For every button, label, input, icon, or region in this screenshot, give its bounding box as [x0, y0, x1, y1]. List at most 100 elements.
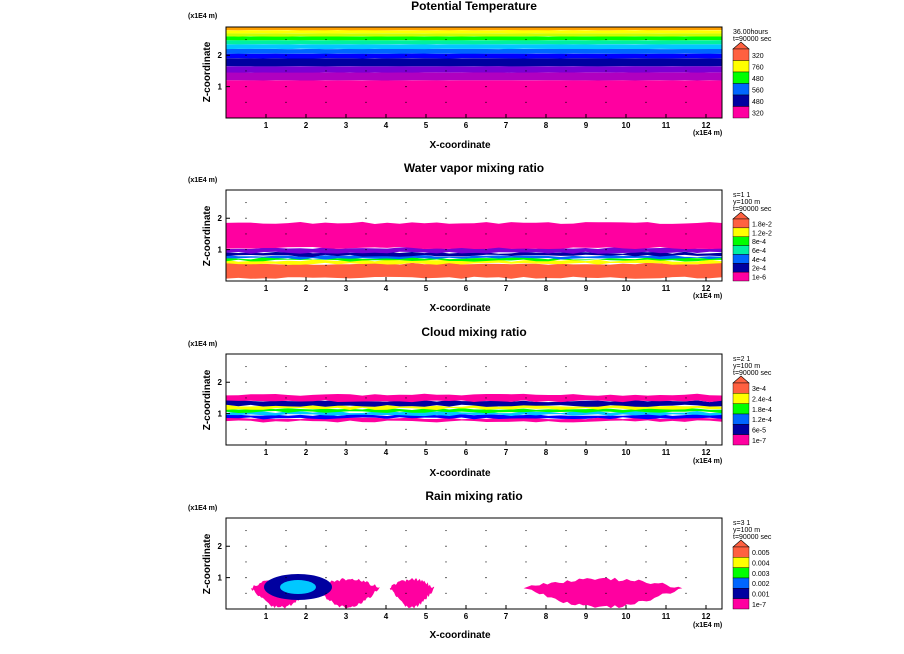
x-tick-label: 9	[584, 612, 589, 621]
x-tick-label: 4	[384, 284, 389, 293]
grid-dot	[645, 577, 647, 579]
grid-dot	[285, 264, 287, 266]
field-band	[226, 417, 722, 423]
grid-dot	[645, 561, 647, 563]
grid-dot	[645, 217, 647, 219]
grid-dot	[565, 201, 567, 204]
colorbar-swatch	[732, 546, 750, 558]
grid-dot	[405, 577, 407, 579]
grid-dot	[685, 545, 687, 547]
grid-dot	[245, 529, 247, 532]
grid-dot	[245, 101, 247, 103]
grid-dot	[525, 545, 527, 547]
field-layers	[226, 221, 722, 279]
grid-dot	[245, 545, 247, 547]
grid-dot	[525, 233, 527, 235]
colorbar-label: 760	[752, 64, 764, 71]
annotation: s=3 1y=100 mt=90000 sec	[733, 520, 772, 541]
grid-dot	[645, 381, 647, 383]
annotation-line: s=1 1	[733, 192, 750, 199]
field-layers	[250, 574, 683, 609]
x-tick-label: 4	[384, 448, 389, 457]
grid-dot	[525, 577, 527, 579]
annotation-line: s=2 1	[733, 356, 750, 363]
grid-dot	[525, 217, 527, 219]
grid-dot	[485, 545, 487, 547]
grid-dot	[285, 101, 287, 103]
colorbar-label: 1.2e-4	[752, 417, 772, 424]
colorbar-arrow	[732, 539, 750, 548]
grid-dot	[525, 365, 527, 368]
grid-dot	[285, 217, 287, 219]
x-tick-label: 11	[662, 448, 671, 457]
grid-dot	[445, 365, 447, 368]
grid-dot	[685, 264, 687, 266]
grid-dot	[565, 38, 567, 41]
x-tick-label: 6	[464, 121, 469, 130]
colorbar-label: 320	[752, 110, 764, 117]
panel-cloud-mixing-ratio: Cloud mixing ratio (x1E4 m) 1 2 3 4 5 6 7 8 9 10 1…	[188, 325, 772, 479]
y-tick-label: 2	[218, 542, 223, 551]
x-axis-label: X-coordinate	[429, 468, 491, 479]
grid-dot	[565, 561, 567, 563]
x-tick-label: 8	[544, 448, 549, 457]
grid-dot	[405, 101, 407, 103]
x-tick-label: 2	[304, 612, 309, 621]
grid-dot	[445, 233, 447, 235]
plot-frame	[225, 517, 723, 610]
grid-dot	[605, 86, 607, 88]
grid-dot	[605, 217, 607, 219]
grid-dot	[565, 397, 567, 399]
x-tick-label: 8	[544, 121, 549, 130]
grid-dot	[245, 397, 247, 399]
y-axis-label: Z-coordinate	[202, 205, 213, 266]
colorbar-swatch	[732, 71, 750, 84]
grid-dot	[365, 561, 367, 563]
colorbar-swatch	[732, 263, 750, 273]
x-tick-label: 6	[464, 612, 469, 621]
x-tick-label: 7	[504, 612, 509, 621]
x-tick-label: 11	[662, 284, 671, 293]
grid-dot	[605, 70, 607, 72]
grid-dot	[485, 365, 487, 368]
grid-dot	[685, 428, 687, 430]
grid-dot	[245, 577, 247, 579]
grid-dot	[645, 249, 647, 251]
colorbar-swatch	[732, 106, 750, 119]
grid-dot	[685, 54, 687, 56]
x-tick-label: 10	[622, 121, 631, 130]
x-axis-label: X-coordinate	[429, 303, 491, 314]
grid-dot	[525, 592, 527, 594]
colorbar-label: 2e-4	[752, 266, 766, 273]
x-unit-label: (x1E4 m)	[693, 458, 722, 465]
y-axis-label: Z-coordinate	[202, 369, 213, 430]
grid-dot	[525, 428, 527, 430]
grid-dot	[325, 38, 327, 41]
grid-dot	[645, 101, 647, 103]
grid-dot	[525, 101, 527, 103]
x-tick-label: 11	[662, 612, 671, 621]
grid-dot	[285, 249, 287, 251]
grid-dot	[405, 365, 407, 368]
x-unit-label: (x1E4 m)	[693, 130, 722, 137]
colorbar-swatch	[732, 434, 750, 446]
colorbar-swatch	[732, 393, 750, 404]
grid-dot	[605, 201, 607, 204]
grid-dot	[645, 86, 647, 88]
x-tick-label: 12	[702, 612, 711, 621]
y-tick-label: 1	[218, 246, 223, 255]
colorbar-swatch	[732, 227, 750, 237]
grid-dot	[445, 249, 447, 251]
colorbar-swatch	[732, 424, 750, 435]
x-tick-label: 12	[702, 284, 711, 293]
grid-dot	[365, 86, 367, 88]
annotation-line: t=90000 sec	[733, 370, 772, 377]
grid-dot	[525, 561, 527, 563]
x-tick-label: 3	[344, 121, 349, 130]
grid-dot	[605, 592, 607, 594]
grid-dot	[485, 397, 487, 399]
colorbar-swatch	[732, 254, 750, 264]
